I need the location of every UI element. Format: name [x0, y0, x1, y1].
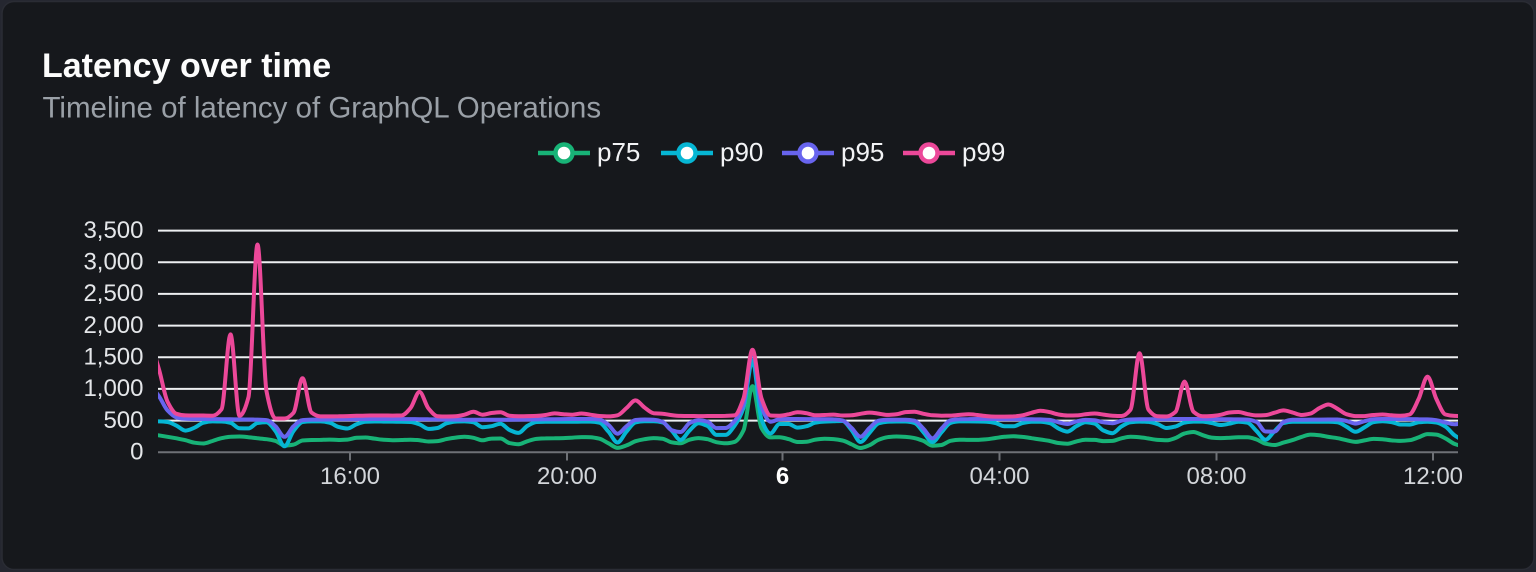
svg-text:500: 500 — [103, 407, 143, 434]
svg-text:2,500: 2,500 — [83, 280, 143, 307]
svg-text:0: 0 — [130, 439, 143, 466]
svg-text:16:00: 16:00 — [320, 463, 380, 490]
svg-text:p95: p95 — [841, 137, 884, 167]
svg-text:3,000: 3,000 — [83, 249, 143, 276]
svg-text:p99: p99 — [962, 137, 1005, 167]
svg-text:6: 6 — [776, 463, 789, 490]
svg-text:Latency over time: Latency over time — [42, 47, 331, 85]
svg-text:3,500: 3,500 — [83, 217, 143, 244]
svg-text:12:00: 12:00 — [1403, 463, 1463, 490]
svg-text:04:00: 04:00 — [969, 463, 1029, 490]
svg-text:p75: p75 — [597, 137, 640, 167]
svg-text:2,000: 2,000 — [83, 312, 143, 339]
svg-text:20:00: 20:00 — [537, 463, 597, 490]
svg-text:1,500: 1,500 — [83, 344, 143, 371]
svg-text:p90: p90 — [720, 137, 763, 167]
svg-text:08:00: 08:00 — [1186, 463, 1246, 490]
svg-text:1,000: 1,000 — [83, 375, 143, 402]
svg-text:Timeline of latency of GraphQL: Timeline of latency of GraphQL Operation… — [43, 92, 602, 125]
